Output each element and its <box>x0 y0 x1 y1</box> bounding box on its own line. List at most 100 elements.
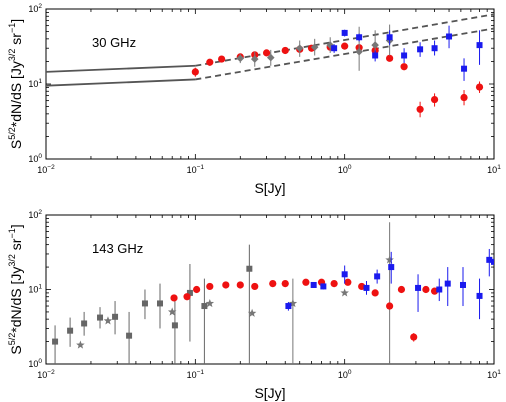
data-point-star <box>247 308 257 317</box>
data-point-circle <box>416 105 424 113</box>
data-point-square <box>310 281 317 288</box>
data-point-diamond <box>326 41 334 49</box>
model-line-dashed <box>195 27 494 81</box>
data-point-star <box>385 255 394 264</box>
plot-frame <box>45 8 495 160</box>
y-tick-label: 102 <box>28 209 42 220</box>
model-line-solid <box>46 78 196 87</box>
data-point-square <box>374 273 381 280</box>
y-tick-label: 101 <box>28 78 42 89</box>
data-point-diamond <box>355 47 363 56</box>
data-point-circle <box>206 58 214 66</box>
data-point-circle <box>330 280 338 288</box>
data-point-square <box>356 34 363 41</box>
data-point-circle <box>386 302 394 310</box>
data-point-circle <box>422 285 430 294</box>
x-axis-label: S[Jy] <box>254 385 285 401</box>
x-tick-label: 10−2 <box>37 369 55 380</box>
data-point-square <box>186 289 193 296</box>
data-point-square <box>476 292 483 299</box>
y-tick-label: 102 <box>28 3 42 14</box>
data-point-square <box>246 265 253 272</box>
data-point-square <box>67 327 74 334</box>
y-tick-label: 100 <box>28 358 42 369</box>
data-point-square <box>415 284 422 291</box>
data-point-star <box>103 316 113 325</box>
data-point-circle <box>302 278 310 286</box>
x-tick-label: 101 <box>487 164 501 175</box>
data-point-circle <box>262 49 271 57</box>
data-point-square <box>201 303 208 310</box>
data-point-circle <box>344 278 352 286</box>
model-line-dashed <box>195 13 494 67</box>
panel-143ghz: 10−2 10−1 100 101 100 101 102 S[Jy] S5/2*dN/dS [… <box>7 209 501 401</box>
x-tick-label: 100 <box>338 369 352 380</box>
data-point-circle <box>430 95 439 104</box>
data-point-diamond <box>371 41 379 49</box>
data-point-square <box>285 303 292 310</box>
data-point-star <box>340 288 349 297</box>
data-point-circle <box>400 63 408 71</box>
x-tick-label: 10−1 <box>187 164 205 175</box>
data-point-square <box>52 338 59 345</box>
x-tick-label: 10−1 <box>187 369 205 380</box>
plot-area <box>46 13 494 118</box>
data-point-square <box>431 45 438 52</box>
data-point-square <box>461 65 468 72</box>
data-point-circle <box>281 280 289 288</box>
x-tick-label: 100 <box>338 164 352 175</box>
data-point-square <box>386 34 393 41</box>
data-point-diamond <box>250 55 259 63</box>
data-point-star <box>288 298 298 308</box>
data-point-square <box>341 29 348 36</box>
data-point-circle <box>218 55 226 63</box>
data-point-square <box>476 42 483 49</box>
panel-annotation: 30 GHz <box>92 35 136 50</box>
model-line-solid <box>46 64 196 73</box>
data-point-circle <box>371 289 379 297</box>
data-point-circle <box>460 93 468 102</box>
data-point-square <box>388 264 395 271</box>
data-point-circle <box>222 281 230 289</box>
data-point-circle <box>191 68 199 76</box>
data-point-star <box>205 298 215 308</box>
data-point-square <box>112 313 119 320</box>
x-tick-label: 10−2 <box>37 164 55 175</box>
data-point-square <box>81 320 88 327</box>
data-point-square <box>436 286 443 293</box>
data-point-square <box>320 283 327 290</box>
data-point-circle <box>341 42 349 50</box>
data-point-circle <box>183 293 191 301</box>
data-point-circle <box>236 281 244 289</box>
plot-area <box>52 222 494 364</box>
panel-annotation: 143 GHz <box>92 241 143 256</box>
x-axis-label: S[Jy] <box>254 180 285 196</box>
data-point-square <box>417 46 424 53</box>
y-tick-label: 100 <box>28 153 42 164</box>
data-point-square <box>157 300 164 307</box>
data-point-circle <box>475 83 484 91</box>
data-point-diamond <box>310 43 319 51</box>
data-point-circle <box>206 282 214 291</box>
data-point-circle <box>251 282 259 291</box>
data-point-diamond <box>295 44 304 53</box>
y-tick-label: 101 <box>28 284 42 295</box>
data-point-square <box>459 281 466 288</box>
data-point-square <box>141 300 148 307</box>
y-axis-label: S5/2*dN/dS [Jy3/2 sr−1] <box>7 19 24 149</box>
data-point-diamond <box>236 54 245 63</box>
data-point-circle <box>397 285 406 294</box>
data-point-circle <box>358 282 366 291</box>
data-point-square <box>341 271 348 278</box>
data-point-square <box>363 284 370 291</box>
data-point-square <box>491 258 494 265</box>
data-point-square <box>372 52 379 59</box>
data-point-star <box>76 340 85 349</box>
data-point-square <box>171 322 178 329</box>
data-point-circle <box>410 333 418 341</box>
data-point-square <box>97 314 104 321</box>
data-point-square <box>486 256 493 263</box>
data-point-square <box>401 52 408 59</box>
data-point-circle <box>269 280 277 288</box>
